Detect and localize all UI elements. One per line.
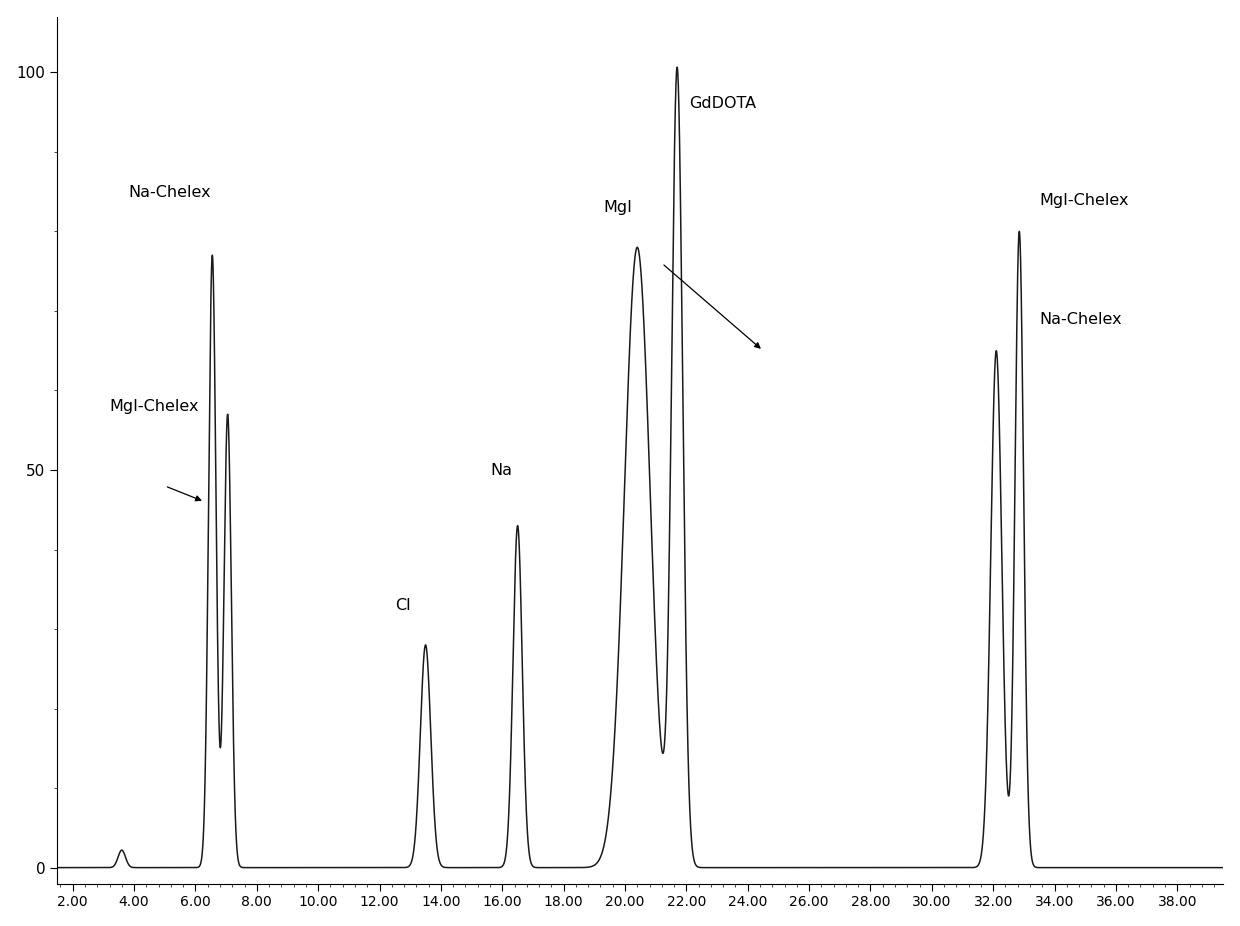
Text: MgI-Chelex: MgI-Chelex <box>1039 193 1128 207</box>
Text: Na: Na <box>490 463 512 478</box>
Text: Na-Chelex: Na-Chelex <box>1039 312 1122 327</box>
Text: Cl: Cl <box>394 598 410 613</box>
Text: Na-Chelex: Na-Chelex <box>128 184 211 200</box>
Text: MgI-Chelex: MgI-Chelex <box>109 399 198 414</box>
Text: MgI: MgI <box>604 201 632 216</box>
Text: GdDOTA: GdDOTA <box>689 96 756 111</box>
